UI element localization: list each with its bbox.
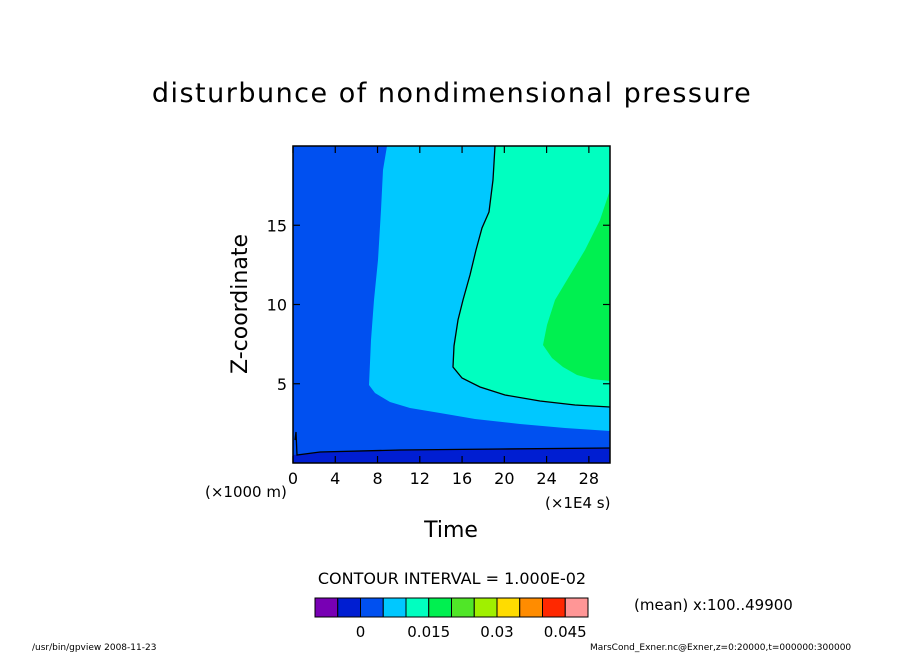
colorbar-swatch [473, 597, 498, 618]
contour-interval-label: CONTOUR INTERVAL = 1.000E-02 [318, 569, 586, 588]
colorbar-label: 0.015 [407, 623, 450, 641]
y-tick-label: 5 [277, 375, 287, 394]
colorbar-swatch [451, 597, 475, 618]
colorbar-label: 0.045 [544, 623, 587, 641]
y-tick-label: 15 [267, 216, 287, 235]
x-tick-label: 4 [330, 469, 340, 488]
colorbar-swatch [314, 597, 339, 618]
x-tick-label: 28 [579, 469, 599, 488]
colorbar-swatch [360, 597, 384, 618]
colorbar [314, 597, 589, 618]
colorbar-swatch [382, 597, 407, 618]
colorbar-swatch [428, 597, 452, 618]
colorbar-swatch [496, 597, 521, 618]
colorbar-label: 0.03 [480, 623, 513, 641]
contour-band-darkblue-bottom [293, 448, 610, 463]
colorbar-swatch [564, 597, 589, 618]
contour-line-cyan-boundary [452, 145, 611, 408]
colorbar-swatch [337, 597, 361, 618]
colorbar-label: 0 [356, 623, 366, 641]
colorbar-swatch [405, 597, 430, 618]
x-axis-label: Time [423, 518, 478, 543]
x-tick-label: 16 [452, 469, 472, 488]
x-tick-label: 8 [372, 469, 382, 488]
y-tick-label: 10 [267, 296, 287, 315]
y-axis-unit: (×1000 m) [205, 483, 287, 501]
mean-note: (mean) x:100..49900 [634, 596, 793, 614]
x-tick-label: 20 [494, 469, 514, 488]
x-tick-label: 24 [536, 469, 556, 488]
colorbar-swatch [542, 597, 566, 618]
colorbar-labels: 0 0.015 0.03 0.045 [356, 623, 587, 641]
x-axis-ticks: 0 4 8 12 16 20 24 28 [288, 146, 599, 488]
footer-left: /usr/bin/gpview 2008-11-23 [32, 643, 156, 653]
x-tick-label: 0 [288, 469, 298, 488]
y-axis-ticks: 5 10 15 [267, 216, 610, 394]
x-axis-unit: (×1E4 s) [545, 494, 610, 512]
y-axis-label: Z-coordinate [228, 234, 253, 374]
plot-area [292, 145, 611, 464]
footer-right: MarsCond_Exner.nc@Exner,z=0:20000,t=0000… [590, 643, 851, 653]
contour-line-zero [294, 431, 611, 456]
x-tick-label: 12 [410, 469, 430, 488]
contour-band-green [543, 190, 610, 381]
colorbar-swatch [519, 597, 543, 618]
chart-title: disturbunce of nondimensional pressure [152, 78, 752, 109]
